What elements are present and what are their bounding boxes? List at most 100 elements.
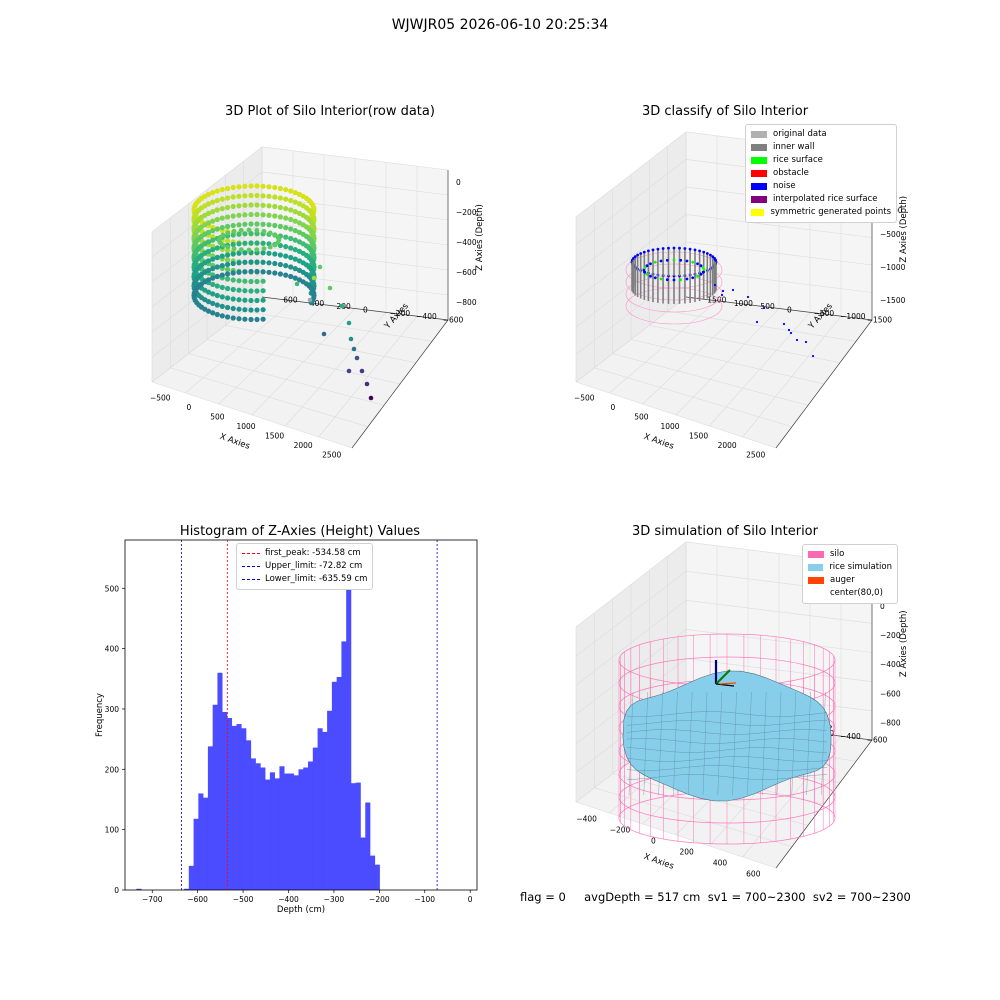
rice-surface-point xyxy=(685,277,689,281)
noise-point xyxy=(755,320,759,324)
raw-data-point xyxy=(242,288,248,294)
noise-point xyxy=(632,257,635,260)
raw-data-point xyxy=(254,297,260,304)
cls-grid-line xyxy=(742,315,842,438)
noise-point xyxy=(642,250,646,254)
raw-data-point xyxy=(288,273,294,280)
raw-data-point xyxy=(283,263,289,269)
histogram-frame xyxy=(124,539,478,891)
noise-point xyxy=(762,306,766,310)
raw-data-point xyxy=(242,316,248,322)
raw-z-tick-label: −800 xyxy=(456,298,477,307)
histogram-legend: first_peak: -534.58 cm Upper_limit: -72.8… xyxy=(236,543,374,590)
histogram-bar xyxy=(374,864,380,890)
raw-data-point xyxy=(205,229,212,235)
legend-swatch xyxy=(751,157,767,164)
raw-z-axis-label: Z Axies (Depth) xyxy=(475,204,485,271)
raw-data-point xyxy=(288,207,294,213)
noise-point xyxy=(804,340,808,344)
raw-data-point xyxy=(260,250,266,256)
raw-data-point xyxy=(236,184,242,190)
cls-x-tick-label: 0 xyxy=(610,403,615,412)
histogram-bar xyxy=(350,783,357,890)
raw-data-point xyxy=(236,212,242,218)
noise-point xyxy=(688,247,692,251)
noise-point xyxy=(672,246,676,250)
raw-data-point xyxy=(292,228,298,234)
raw-data-point xyxy=(288,245,294,251)
legend-line-sample xyxy=(242,553,260,554)
raw-data-point xyxy=(214,245,220,251)
raw-data-point xyxy=(283,187,289,193)
raw-data-point xyxy=(214,311,220,318)
raw-data-point xyxy=(210,275,216,281)
sim-y-tick-label: −600 xyxy=(867,735,888,744)
raw-data-point xyxy=(214,197,220,204)
raw-data-point xyxy=(272,194,278,200)
legend-swatch xyxy=(751,196,767,203)
raw-data-point xyxy=(248,316,254,323)
raw-data-point xyxy=(272,222,278,229)
noise-point xyxy=(639,252,643,255)
raw-outlier-point xyxy=(327,285,333,291)
raw-data-point xyxy=(205,267,212,273)
raw-data-point xyxy=(283,253,289,259)
raw-data-point xyxy=(288,197,294,204)
raw-x-tick-label: 1500 xyxy=(265,431,284,440)
legend-label: auger xyxy=(830,575,855,585)
raw-data-point xyxy=(266,269,272,275)
simulation-legend-item: silo xyxy=(808,548,892,561)
raw-x-tick-label: 2500 xyxy=(322,450,341,459)
legend-label: rice surface xyxy=(773,155,823,165)
raw-data-point xyxy=(277,204,283,211)
sim-x-axis-line xyxy=(775,739,873,869)
sim-x-tick-label: 0 xyxy=(651,837,656,846)
raw-data-point xyxy=(261,246,267,252)
rice-surface-point xyxy=(691,276,695,280)
rice-mesh-line xyxy=(626,756,828,762)
raw-data-point xyxy=(214,273,220,280)
noise-point xyxy=(702,250,706,254)
cls-floor-pane xyxy=(576,297,872,448)
rice-mesh-line xyxy=(658,691,663,796)
raw-data-point xyxy=(225,314,231,320)
raw-data-point xyxy=(236,193,242,199)
raw-data-point xyxy=(225,266,231,273)
raw-data-point xyxy=(225,230,231,236)
cls-y-tick-label: −500 xyxy=(814,309,835,318)
raw-data-point xyxy=(266,184,272,190)
raw-data-point xyxy=(230,286,236,293)
histogram-bar xyxy=(293,775,299,890)
raw-data-point xyxy=(214,254,220,261)
histogram-bar xyxy=(212,704,218,890)
legend-swatch xyxy=(751,144,767,151)
raw-data-point xyxy=(230,251,236,257)
raw-outlier-point xyxy=(346,368,352,374)
sim-x-tick-label: −200 xyxy=(610,826,631,835)
figure-title: WJWJR05 2026-06-10 20:25:34 xyxy=(391,17,609,33)
raw-data-point xyxy=(214,188,220,194)
raw-data-point xyxy=(230,222,236,229)
rice-mesh-line xyxy=(626,774,828,780)
sim-z-axis-label: Z Axies (Depth) xyxy=(899,610,909,677)
noise-point xyxy=(633,255,637,258)
raw-y-tick-label: −400 xyxy=(416,312,437,321)
raw-data-point xyxy=(283,206,289,212)
raw-data-point xyxy=(248,202,254,208)
rice-surface-point xyxy=(659,259,663,263)
histogram-bar xyxy=(217,672,223,890)
raw-data-point xyxy=(219,196,225,202)
cls-y-axis-line xyxy=(685,296,873,321)
sim-z-tick-label: −800 xyxy=(880,719,901,728)
simulation-legend-item: center(80,0) xyxy=(808,587,892,600)
raw-data-point xyxy=(260,202,266,208)
raw-data-point xyxy=(248,192,254,199)
raw-data-point xyxy=(230,260,236,267)
raw-data-point xyxy=(311,224,317,230)
cls-x-tick-label: 1500 xyxy=(689,431,708,440)
raw-data-point xyxy=(242,297,248,303)
legend-swatch xyxy=(751,183,767,190)
legend-swatch xyxy=(808,590,824,597)
raw-data-point xyxy=(272,184,278,191)
raw-data-point xyxy=(272,260,278,267)
